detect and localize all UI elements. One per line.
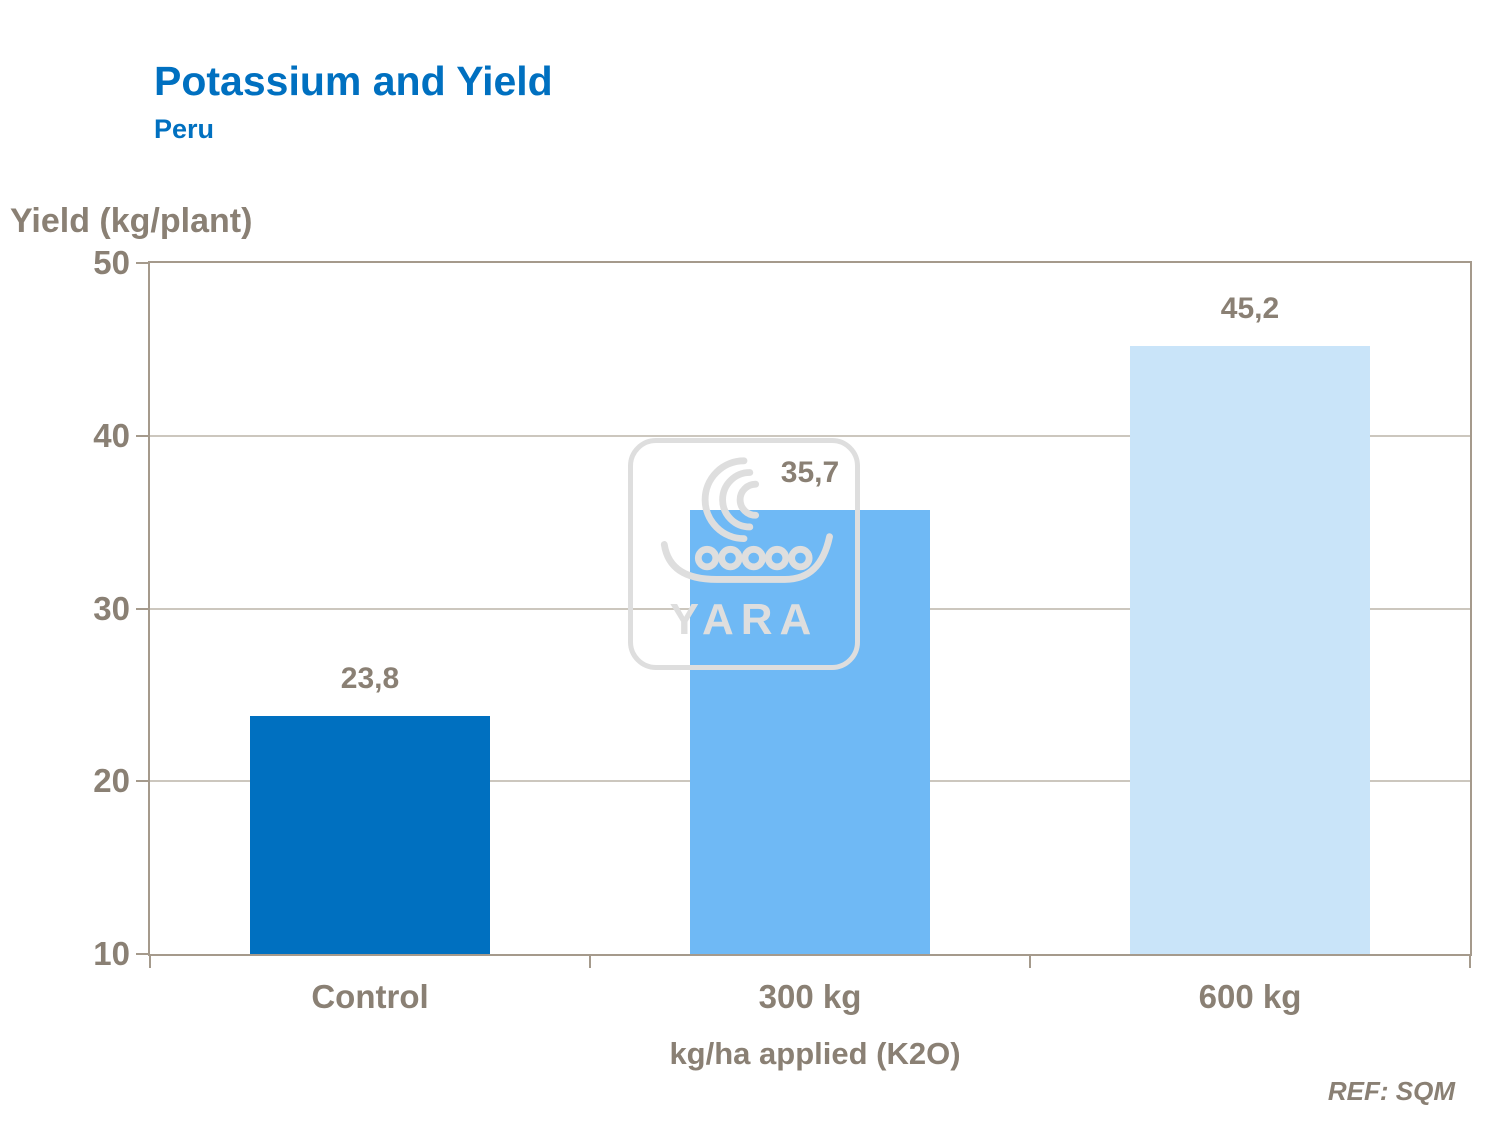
x-axis-title: kg/ha applied (K2O) [669,1036,961,1071]
x-tick-mark [1469,956,1471,968]
reference-text: REF: SQM [1327,1076,1455,1106]
y-tick-mark [136,434,150,437]
yara-watermark: YARA [628,438,860,670]
y-tick-label: 50 [93,244,130,281]
y-tick-mark [136,780,150,783]
chart-subtitle: Peru [154,114,215,144]
y-tick-label: 30 [93,589,130,627]
bar-600-kg [1130,345,1370,954]
x-category-label: Control [311,978,429,1015]
y-tick-label: 20 [93,762,130,800]
bar-value-label: 45,2 [1220,291,1280,325]
yara-viking-ship-icon [660,457,833,583]
y-tick-mark [136,607,150,610]
y-tick-label: 10 [93,935,130,972]
bar-300-kg [690,510,930,954]
x-tick-mark [149,956,151,968]
x-category-label: 600 kg [1198,978,1302,1015]
y-tick-mark [136,262,150,264]
bar-value-label: 35,7 [780,456,840,490]
x-category-label: 300 kg [758,978,862,1015]
x-tick-mark [589,956,591,968]
y-tick-label: 40 [93,416,130,454]
y-tick-mark [136,953,150,955]
chart-title: Potassium and Yield [154,58,553,104]
gridline [150,434,1470,437]
yara-watermark-text: YARA [669,595,819,644]
x-tick-mark [1029,956,1031,968]
bar-control [250,715,490,954]
bar-value-label: 23,8 [340,661,400,695]
y-axis-title: Yield (kg/plant) [10,202,253,240]
